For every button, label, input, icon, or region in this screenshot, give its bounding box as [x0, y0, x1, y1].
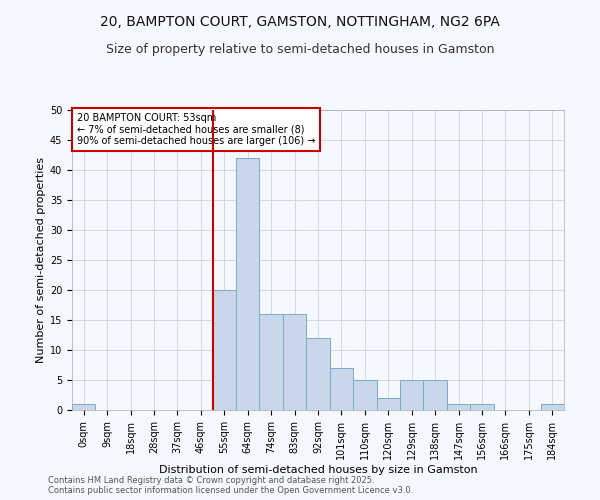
Text: 20 BAMPTON COURT: 53sqm
← 7% of semi-detached houses are smaller (8)
90% of semi: 20 BAMPTON COURT: 53sqm ← 7% of semi-det…: [77, 113, 315, 146]
Bar: [212, 290, 236, 410]
Bar: [72, 404, 95, 410]
Bar: [236, 158, 259, 410]
Bar: [306, 338, 330, 410]
Bar: [424, 380, 447, 410]
Bar: [330, 368, 353, 410]
Bar: [447, 404, 470, 410]
Bar: [353, 380, 377, 410]
Text: 20, BAMPTON COURT, GAMSTON, NOTTINGHAM, NG2 6PA: 20, BAMPTON COURT, GAMSTON, NOTTINGHAM, …: [100, 15, 500, 29]
Text: Contains HM Land Registry data © Crown copyright and database right 2025.
Contai: Contains HM Land Registry data © Crown c…: [48, 476, 413, 495]
Text: Size of property relative to semi-detached houses in Gamston: Size of property relative to semi-detach…: [106, 42, 494, 56]
Bar: [400, 380, 424, 410]
Bar: [259, 314, 283, 410]
Bar: [283, 314, 306, 410]
X-axis label: Distribution of semi-detached houses by size in Gamston: Distribution of semi-detached houses by …: [158, 464, 478, 474]
Bar: [470, 404, 494, 410]
Bar: [377, 398, 400, 410]
Y-axis label: Number of semi-detached properties: Number of semi-detached properties: [35, 157, 46, 363]
Bar: [541, 404, 564, 410]
